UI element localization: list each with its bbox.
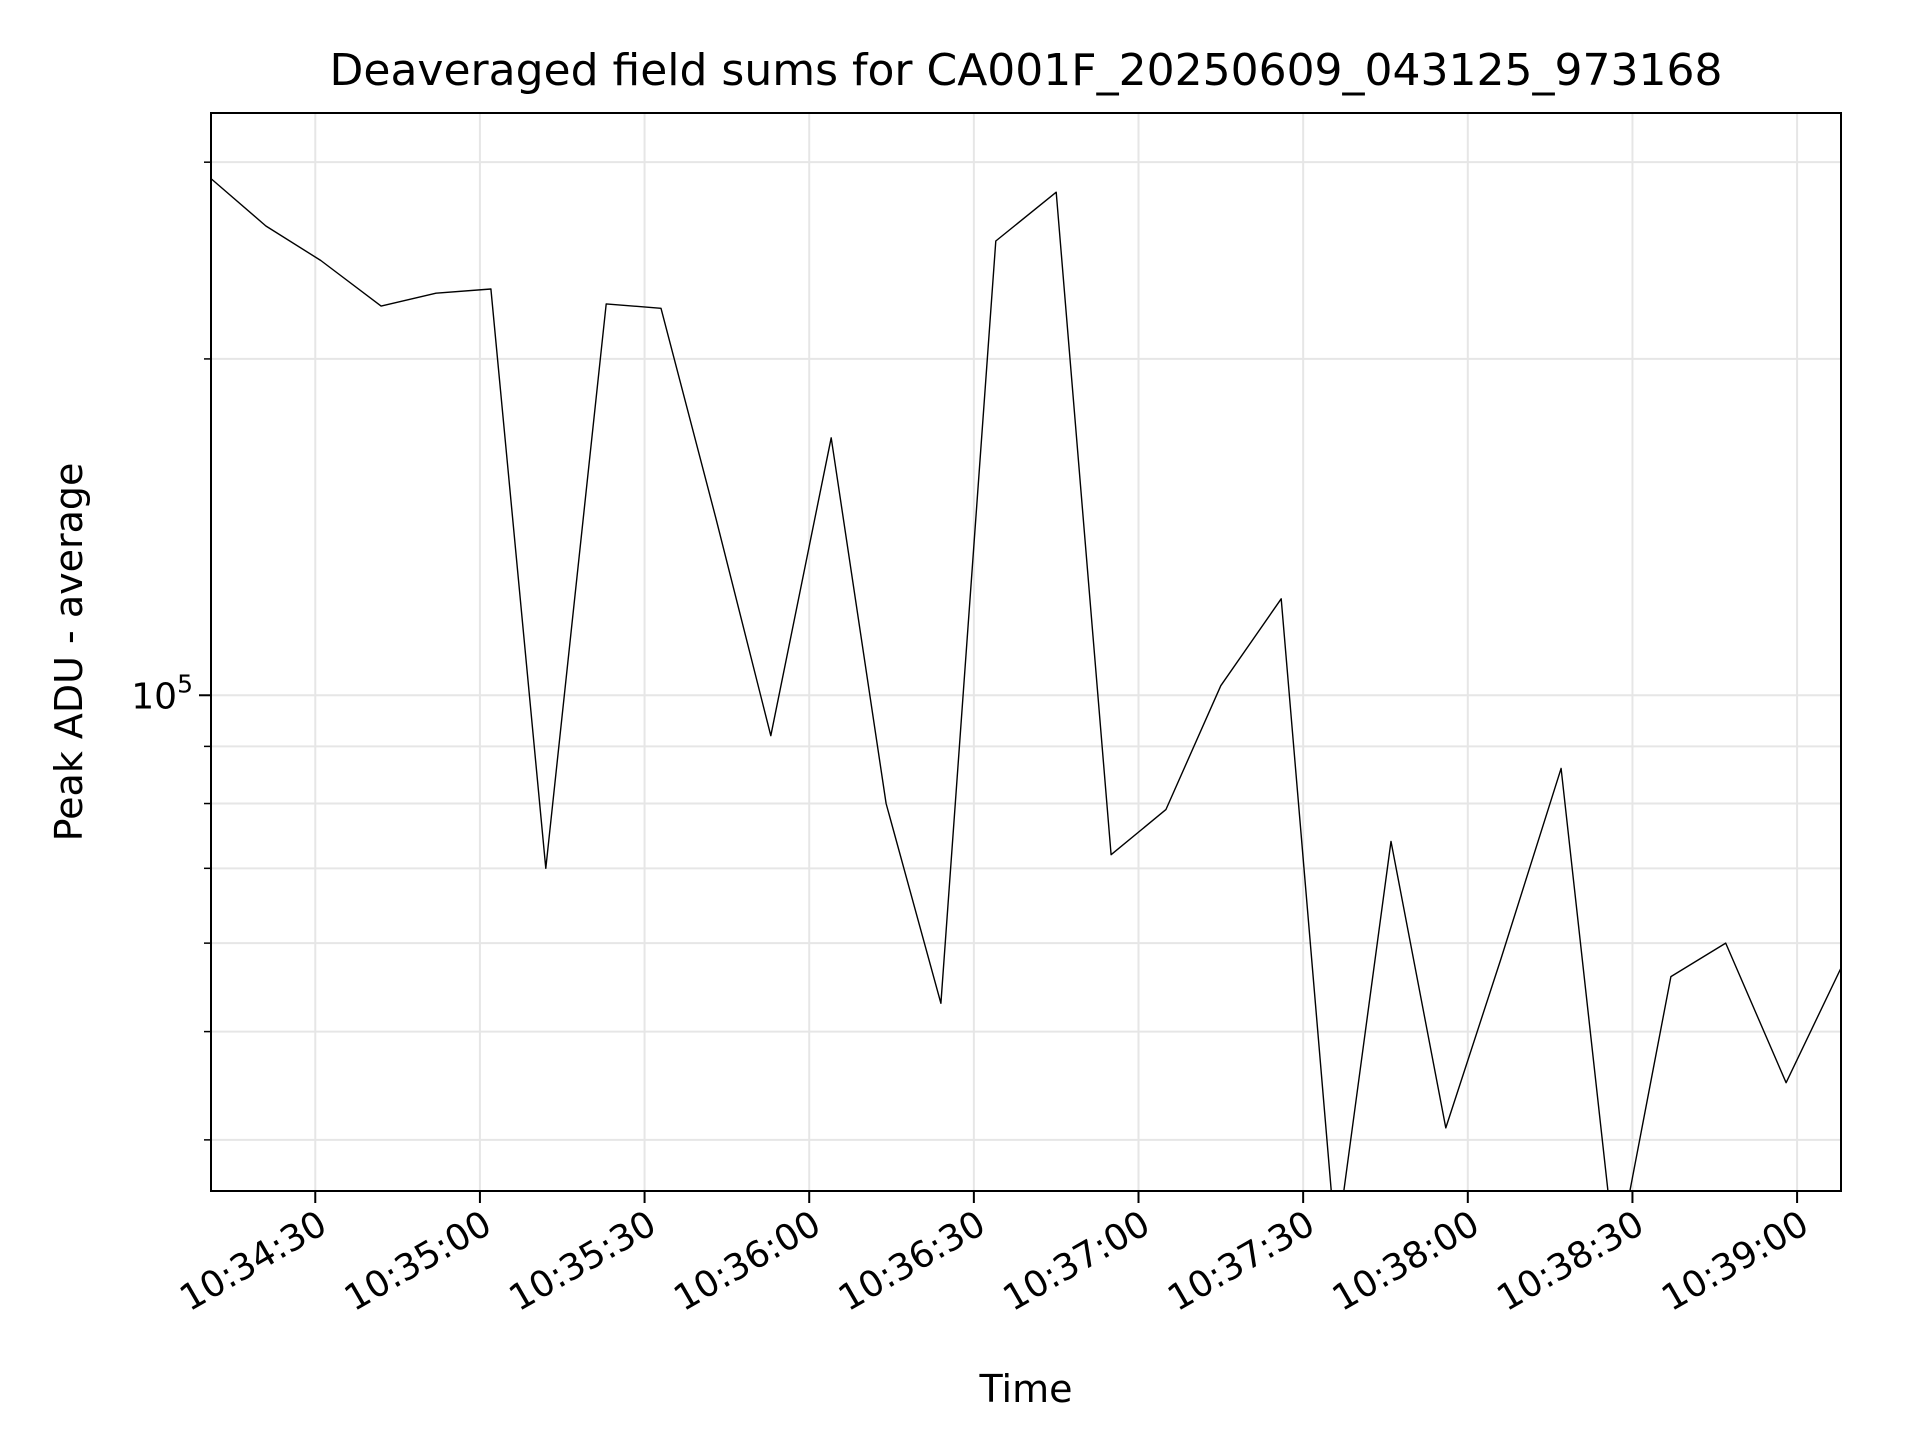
chart-title: Deaveraged field sums for CA001F_2025060…: [330, 45, 1723, 96]
x-tick-label: 10:34:30: [173, 1203, 334, 1319]
x-tick-label: 10:39:00: [1655, 1203, 1816, 1319]
grid: [211, 113, 1841, 1191]
x-tick-label: 10:38:30: [1490, 1203, 1651, 1319]
x-tick-label: 10:37:00: [996, 1203, 1157, 1319]
x-tick-label: 10:35:30: [503, 1203, 664, 1319]
x-axis: 10:34:30 10:35:00 10:35:30 10:36:00 10:36:30…: [173, 1191, 1816, 1320]
x-tick-label: 10:35:00: [338, 1203, 499, 1319]
x-tick-label: 10:37:30: [1161, 1203, 1322, 1319]
y-tick-label: 105: [131, 669, 193, 717]
y-axis: 105: [131, 161, 211, 1141]
x-tick-label: 10:36:30: [832, 1203, 993, 1319]
x-axis-label: Time: [979, 1367, 1073, 1411]
y-axis-label: Peak ADU - average: [47, 463, 91, 842]
data-line: [211, 178, 1841, 1191]
plot-frame: [210, 112, 1842, 1192]
x-tick-label: 10:36:00: [667, 1203, 828, 1319]
x-tick-label: 10:38:00: [1326, 1203, 1487, 1319]
